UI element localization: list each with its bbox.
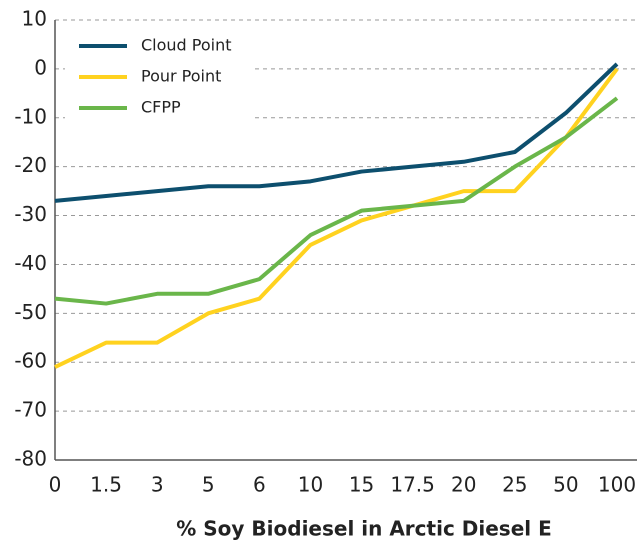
legend-label: CFPP	[141, 98, 181, 117]
x-tick-label: 10	[298, 473, 323, 497]
y-tick-label: -30	[14, 202, 47, 226]
x-tick-label: 20	[451, 473, 476, 497]
y-tick-label: -80	[14, 447, 47, 471]
y-tick-label: -60	[14, 349, 47, 373]
x-tick-label: 3	[151, 473, 164, 497]
x-tick-label: 6	[253, 473, 266, 497]
legend-label: Pour Point	[141, 67, 221, 86]
series-line	[54, 67, 619, 369]
y-tick-label: 10	[22, 7, 47, 31]
y-tick-label: -50	[14, 300, 47, 324]
x-tick-label: 0	[49, 473, 62, 497]
y-tick-label: -10	[14, 104, 47, 128]
x-tick-label: 5	[202, 473, 215, 497]
y-tick-label: 0	[34, 55, 47, 79]
series-line	[54, 96, 619, 306]
y-tick-label: -20	[14, 153, 47, 177]
x-tick-label: 25	[502, 473, 527, 497]
x-tick-label: 100	[598, 473, 636, 497]
x-tick-label: 1.5	[90, 473, 122, 497]
x-tick-label: 50	[553, 473, 578, 497]
legend-label: Cloud Point	[141, 36, 232, 55]
y-tick-label: -40	[14, 251, 47, 275]
y-tick-label: -70	[14, 398, 47, 422]
x-tick-label: 17.5	[390, 473, 435, 497]
x-axis-label: % Soy Biodiesel in Arctic Diesel E	[176, 517, 551, 541]
series-line	[54, 62, 619, 203]
x-tick-label: 15	[349, 473, 374, 497]
